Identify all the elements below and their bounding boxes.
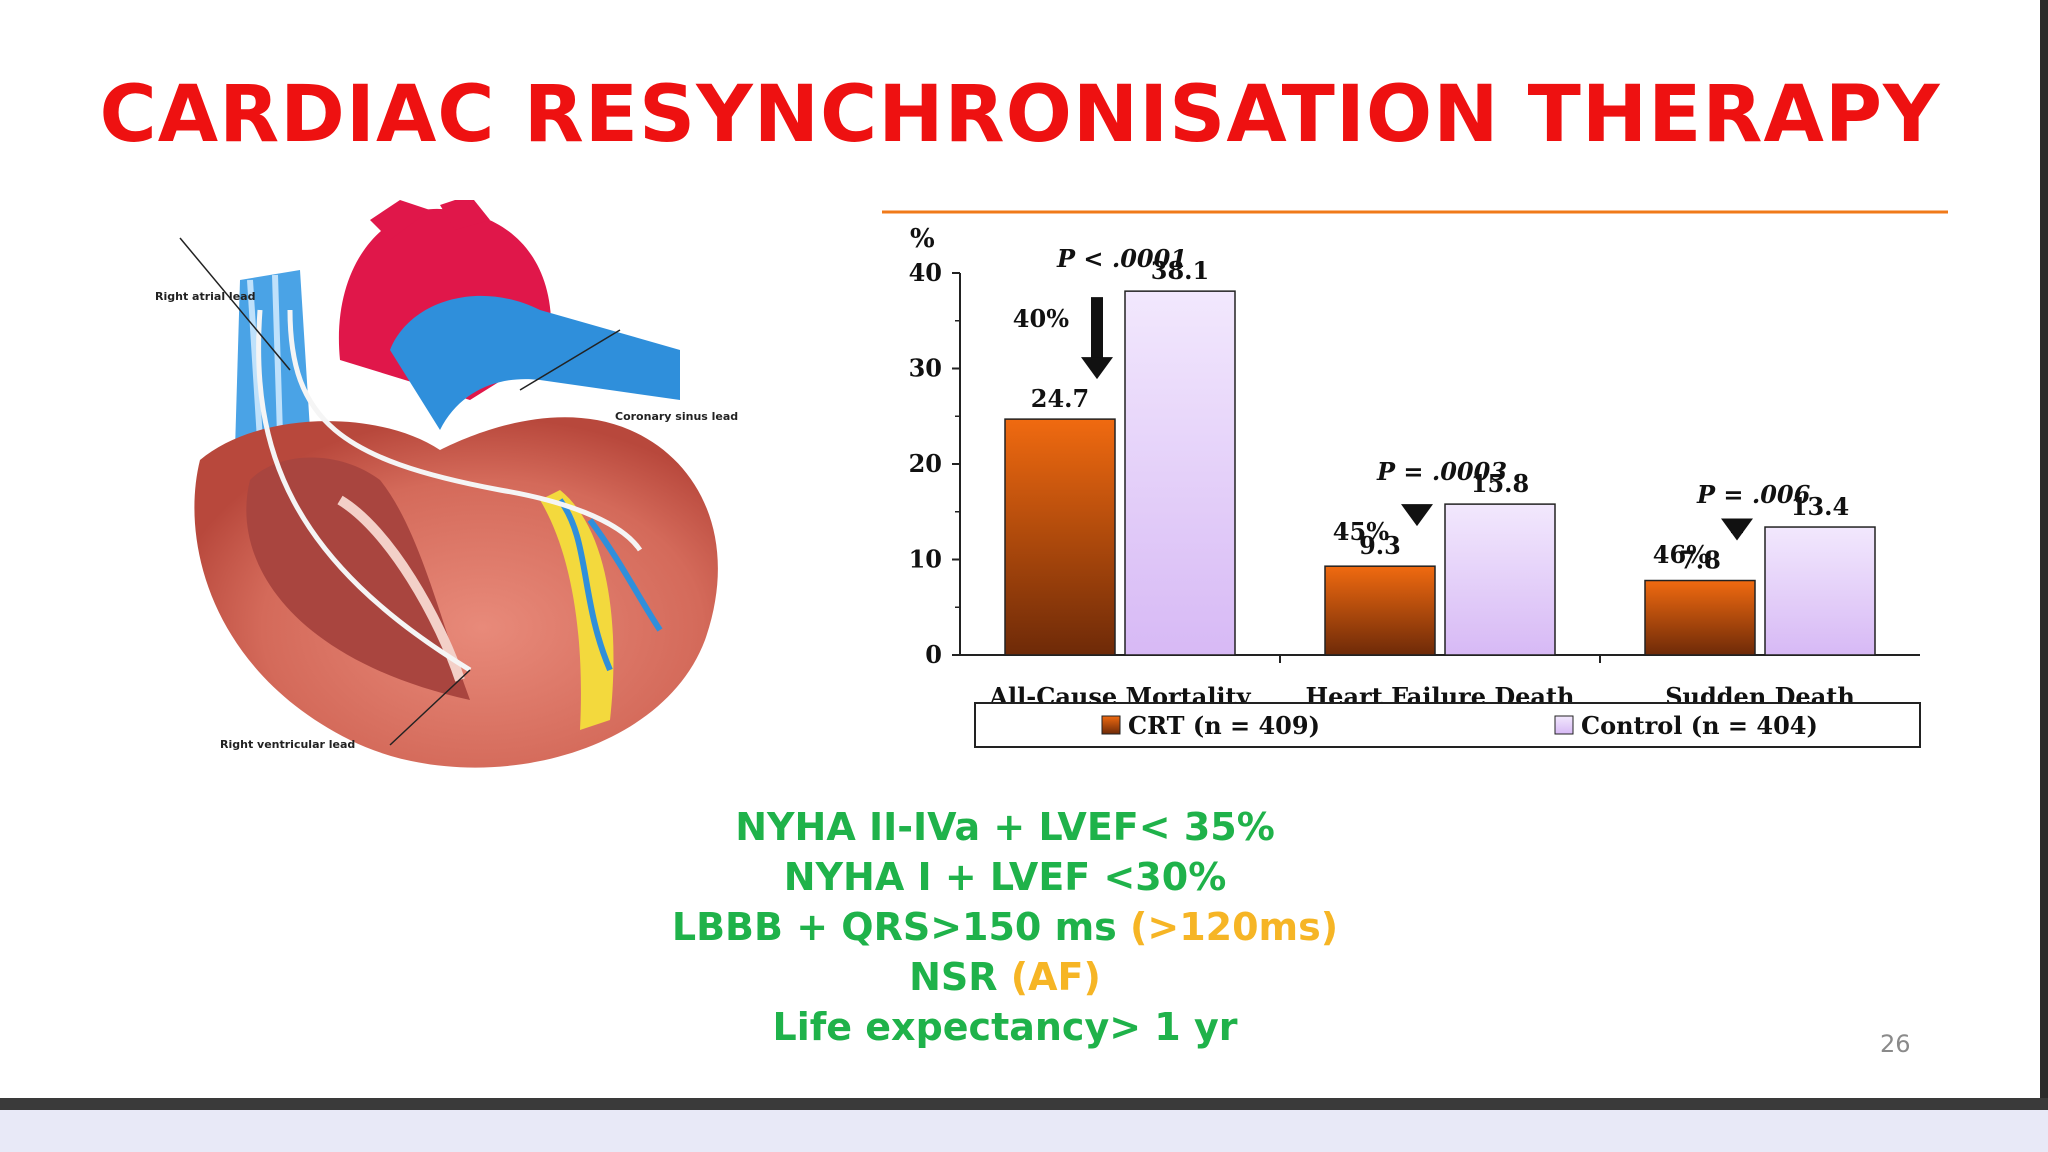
criterion-5: Life expectancy> 1 yr [772, 1005, 1238, 1049]
bar-control [1124, 290, 1236, 656]
criterion-4: NSR (AF) [909, 955, 1101, 999]
reduction-label: 45% [1333, 517, 1389, 546]
reduction-label: 46% [1653, 540, 1709, 569]
y-axis-unit: % [910, 224, 935, 254]
legend-swatch-crt [1101, 715, 1121, 735]
slide-title: CARDIAC RESYNCHRONISATION THERAPY [99, 70, 1941, 160]
legend-box [974, 702, 1921, 748]
right-atrial-lead-label: Right atrial lead [155, 290, 255, 303]
reduction-arrow-head [1401, 504, 1433, 527]
criterion-1: NYHA II-IVa + LVEF< 35% [735, 805, 1275, 849]
p-value-label: P = .006 [1696, 480, 1811, 509]
criterion-3: LBBB + QRS>150 ms (>120ms) [671, 905, 1339, 949]
legend-label-control: Control (n = 404) [1581, 711, 1818, 740]
right-ventricular-lead-label: Right ventricular lead [220, 738, 355, 751]
reduction-arrow-head [1721, 518, 1753, 541]
legend-label-crt: CRT (n = 409) [1128, 711, 1320, 740]
data-label-crt: 24.7 [1031, 384, 1089, 413]
heart-illustration: Right atrial lead Coronary sinus lead Ri… [155, 200, 738, 768]
y-tick-label: 20 [909, 449, 942, 478]
bar-control [1764, 526, 1876, 656]
y-tick-label: 0 [925, 640, 942, 669]
legend-swatch-control [1554, 715, 1574, 735]
coronary-sinus-lead-label: Coronary sinus lead [615, 410, 738, 423]
y-tick-label: 10 [909, 545, 942, 574]
p-value-label: P < .0001 [1056, 244, 1187, 273]
window-edge [2040, 0, 2048, 1110]
reduction-label: 40% [1013, 304, 1069, 333]
bottom-strip [0, 1110, 2048, 1152]
data-label-control: 13.4 [1791, 492, 1849, 521]
criterion-2: NYHA I + LVEF <30% [783, 855, 1227, 899]
bar-crt [1324, 565, 1436, 656]
p-value-label: P = .0003 [1376, 457, 1507, 486]
data-label-control: 38.1 [1151, 256, 1209, 285]
bar-crt [1004, 418, 1116, 656]
bar-control [1444, 503, 1556, 656]
reduction-arrow-head [1081, 357, 1113, 380]
data-label-control: 15.8 [1471, 469, 1529, 498]
data-label-crt: 9.3 [1359, 531, 1401, 560]
data-label-crt: 7.8 [1679, 546, 1721, 575]
y-tick-label: 30 [909, 354, 942, 383]
bar-crt [1644, 579, 1756, 656]
y-tick-label: 40 [909, 258, 942, 287]
slide: CARDIAC RESYNCHRONISATION THERAPY [0, 0, 2040, 1098]
page-number: 26 [1880, 1030, 1911, 1058]
bottom-bar [0, 1098, 2048, 1110]
